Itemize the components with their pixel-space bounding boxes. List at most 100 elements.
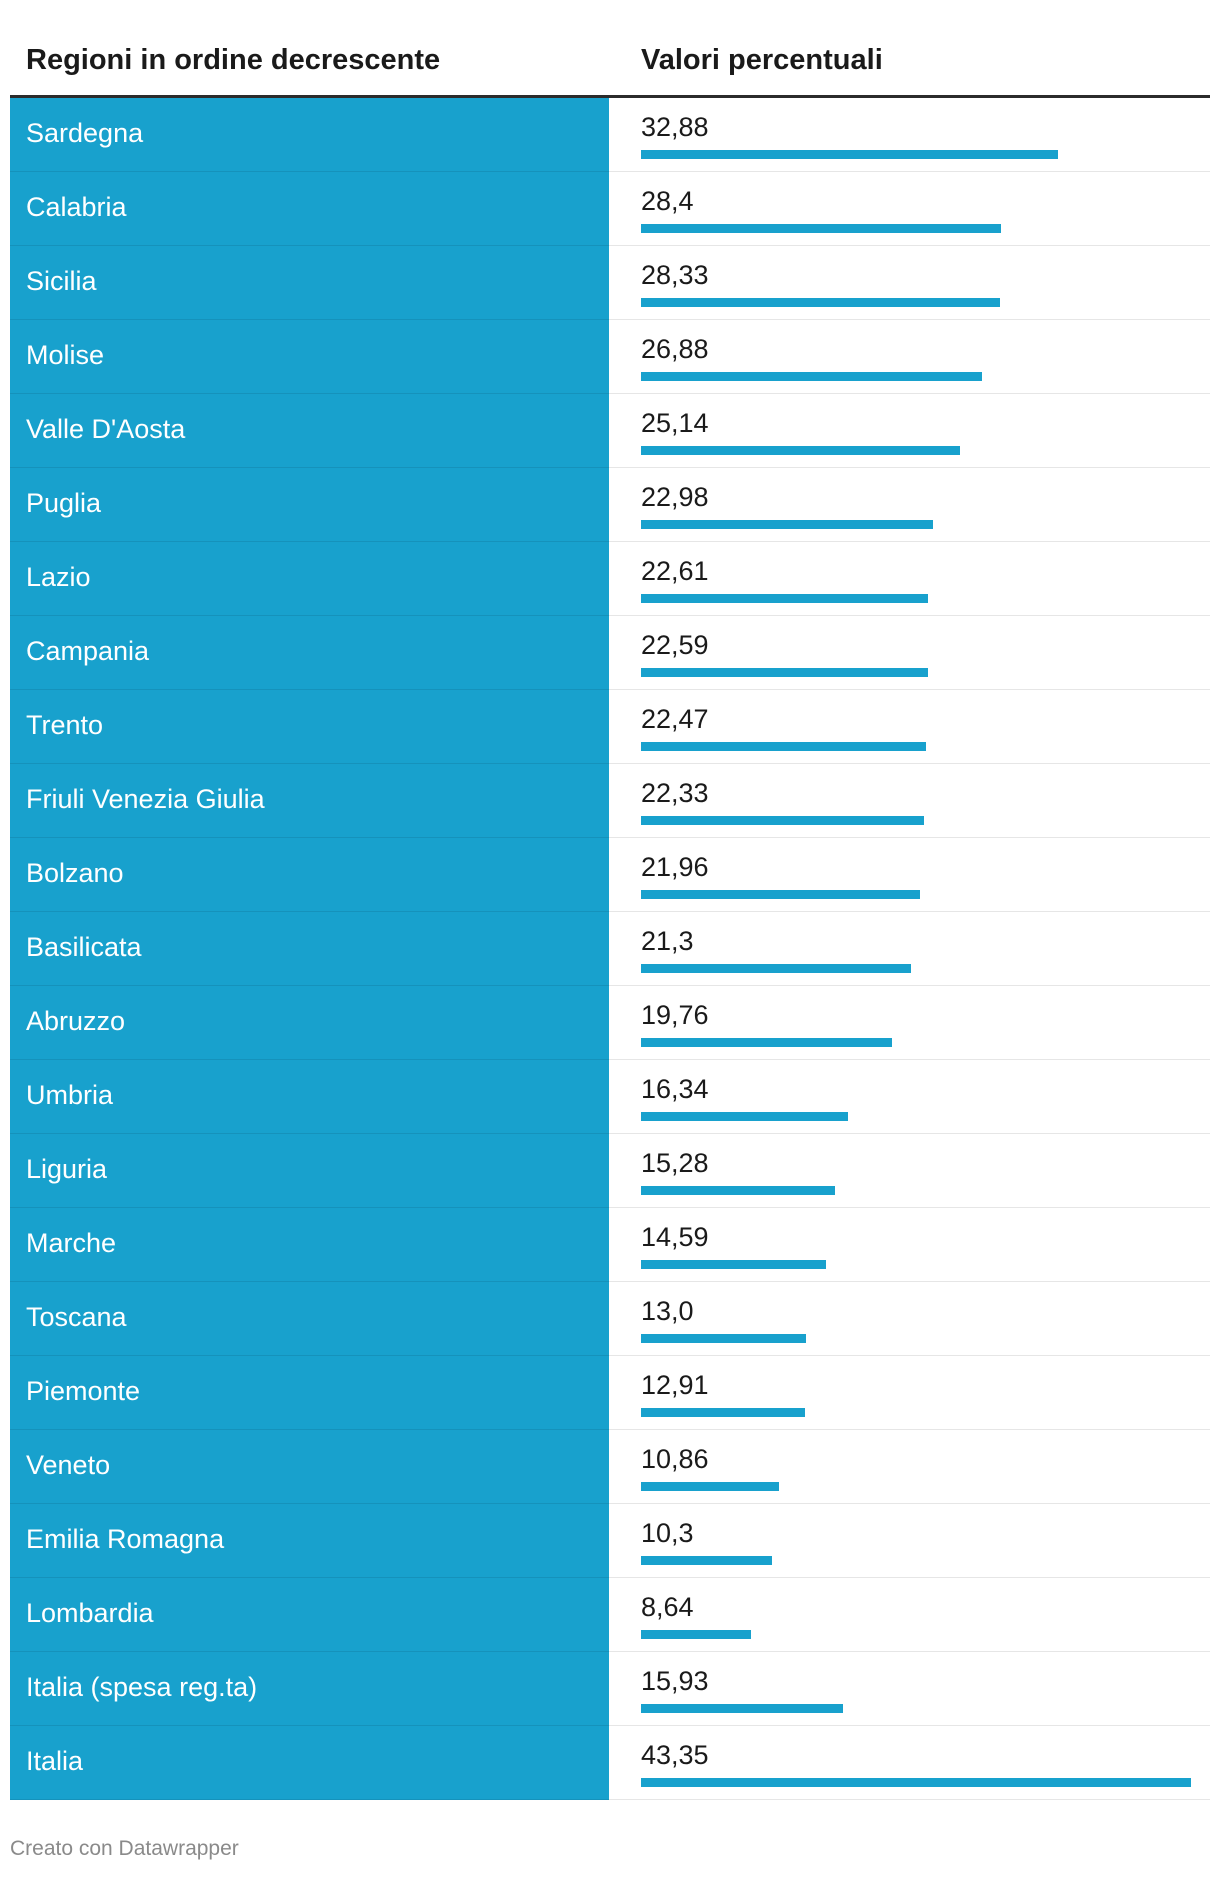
column-header-regions[interactable]: Regioni in ordine decrescente [26, 44, 441, 76]
table-row: Trento 22,47 [10, 690, 1210, 764]
table-row: Calabria 28,4 [10, 172, 1210, 246]
table-row: Toscana 13,0 [10, 1282, 1210, 1356]
region-label: Emilia Romagna [26, 1524, 225, 1554]
table-row: Umbria 16,34 [10, 1060, 1210, 1134]
region-label: Italia (spesa reg.ta) [26, 1672, 258, 1702]
region-cell: Sicilia [10, 246, 609, 320]
value-bar [641, 1112, 848, 1121]
table-row: Lombardia 8,64 [10, 1578, 1210, 1652]
value-label: 10,3 [641, 1518, 694, 1548]
value-bar [641, 1038, 892, 1047]
table-row: Piemonte 12,91 [10, 1356, 1210, 1430]
value-label: 28,4 [641, 186, 694, 216]
region-cell: Marche [10, 1208, 609, 1282]
value-label: 28,33 [641, 260, 709, 290]
region-label: Molise [26, 340, 105, 370]
value-bar [641, 150, 1058, 159]
value-bar [641, 1186, 835, 1195]
region-label: Sardegna [26, 118, 144, 148]
value-label: 43,35 [641, 1740, 709, 1770]
value-label: 13,0 [641, 1296, 694, 1326]
region-label: Sicilia [26, 266, 97, 296]
value-label: 22,61 [641, 556, 709, 586]
region-label: Umbria [26, 1080, 114, 1110]
value-label: 8,64 [641, 1592, 694, 1622]
region-label: Toscana [26, 1302, 127, 1332]
region-label: Basilicata [26, 932, 142, 962]
table-row: Lazio 22,61 [10, 542, 1210, 616]
region-label: Puglia [26, 488, 102, 518]
region-label: Bolzano [26, 858, 124, 888]
value-bar [641, 594, 928, 603]
value-bar [641, 668, 928, 677]
table-row: Marche 14,59 [10, 1208, 1210, 1282]
value-label: 26,88 [641, 334, 709, 364]
value-label: 22,47 [641, 704, 709, 734]
table-row: Friuli Venezia Giulia 22,33 [10, 764, 1210, 838]
region-cell: Lazio [10, 542, 609, 616]
region-label: Liguria [26, 1154, 108, 1184]
data-table: Regioni in ordine decrescente Valori per… [10, 0, 1210, 1800]
region-cell: Italia [10, 1726, 609, 1800]
table-row: Campania 22,59 [10, 616, 1210, 690]
region-cell: Valle D'Aosta [10, 394, 609, 468]
value-label: 25,14 [641, 408, 709, 438]
value-bar [641, 1408, 805, 1417]
value-bar [641, 224, 1001, 233]
region-label: Calabria [26, 192, 127, 222]
region-label: Veneto [26, 1450, 111, 1480]
region-cell: Friuli Venezia Giulia [10, 764, 609, 838]
table-row: Abruzzo 19,76 [10, 986, 1210, 1060]
value-label: 32,88 [641, 112, 709, 142]
table-row: Italia (spesa reg.ta) 15,93 [10, 1652, 1210, 1726]
value-bar [641, 1704, 843, 1713]
region-cell: Veneto [10, 1430, 609, 1504]
value-label: 22,33 [641, 778, 709, 808]
value-bar [641, 1260, 826, 1269]
table-row: Italia 43,35 [10, 1726, 1210, 1800]
region-cell: Lombardia [10, 1578, 609, 1652]
value-bar [641, 816, 924, 825]
region-cell: Piemonte [10, 1356, 609, 1430]
value-bar [641, 742, 926, 751]
column-header-values[interactable]: Valori percentuali [641, 44, 883, 76]
region-label: Piemonte [26, 1376, 141, 1406]
table-row: Emilia Romagna 10,3 [10, 1504, 1210, 1578]
region-cell: Abruzzo [10, 986, 609, 1060]
region-cell: Puglia [10, 468, 609, 542]
value-label: 10,86 [641, 1444, 709, 1474]
value-bar [641, 1556, 772, 1565]
table-row: Liguria 15,28 [10, 1134, 1210, 1208]
region-cell: Sardegna [10, 98, 609, 172]
value-label: 14,59 [641, 1222, 709, 1252]
value-label: 22,98 [641, 482, 709, 512]
value-bar [641, 1334, 806, 1343]
region-cell: Bolzano [10, 838, 609, 912]
table-row: Puglia 22,98 [10, 468, 1210, 542]
value-label: 21,96 [641, 852, 709, 882]
value-bar [641, 372, 982, 381]
value-label: 16,34 [641, 1074, 709, 1104]
table-row: Molise 26,88 [10, 320, 1210, 394]
table-row: Sicilia 28,33 [10, 246, 1210, 320]
table-row: Basilicata 21,3 [10, 912, 1210, 986]
value-bar [641, 446, 960, 455]
value-label: 22,59 [641, 630, 709, 660]
table-row: Sardegna 32,88 [10, 98, 1210, 172]
table-row: Valle D'Aosta 25,14 [10, 394, 1210, 468]
region-cell: Umbria [10, 1060, 609, 1134]
table-body: Sardegna 32,88 Calabria 28,4 Sicilia 28,33 Mol… [10, 98, 1210, 1800]
value-bar [641, 964, 911, 973]
value-label: 12,91 [641, 1370, 709, 1400]
value-label: 21,3 [641, 926, 694, 956]
value-label: 15,93 [641, 1666, 709, 1696]
table-header: Regioni in ordine decrescente Valori per… [10, 0, 1210, 98]
region-label: Italia [26, 1746, 84, 1776]
region-cell: Emilia Romagna [10, 1504, 609, 1578]
region-cell: Toscana [10, 1282, 609, 1356]
region-cell: Trento [10, 690, 609, 764]
region-label: Lazio [26, 562, 91, 592]
value-label: 15,28 [641, 1148, 709, 1178]
footer-credit: Creato con Datawrapper [10, 1837, 239, 1860]
region-cell: Campania [10, 616, 609, 690]
